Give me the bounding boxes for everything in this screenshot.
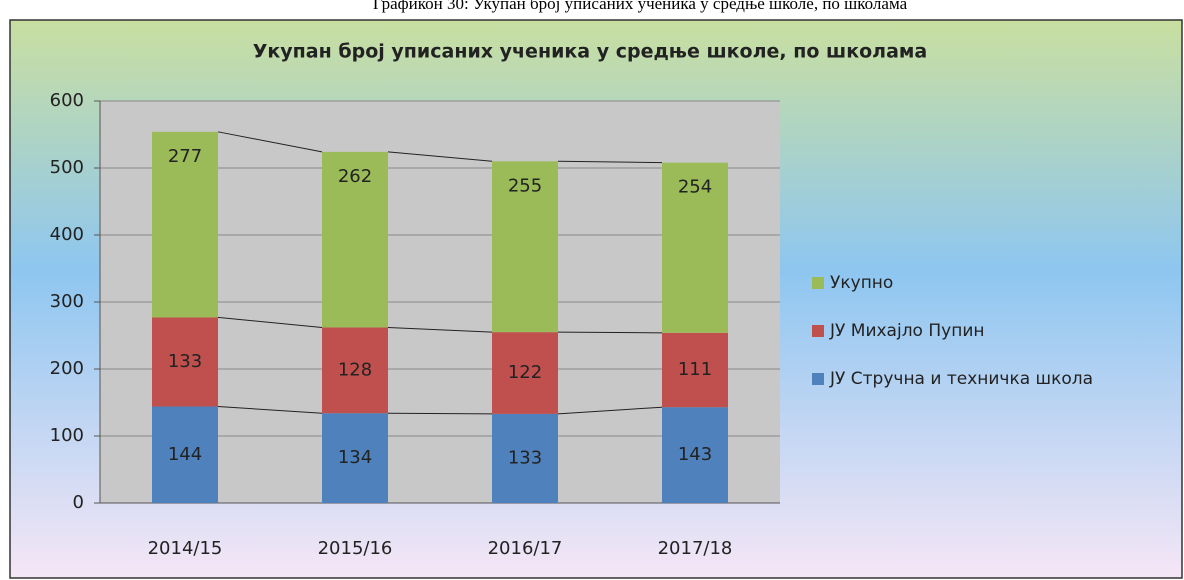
data-label: 128	[338, 359, 372, 380]
legend-label: ЈУ Михајло Пупин	[829, 321, 985, 341]
x-tick-label: 2014/15	[148, 538, 223, 559]
legend-label: Укупно	[830, 273, 893, 293]
chart-title: Укупан број уписаних ученика у средње шк…	[253, 41, 928, 63]
series-line	[387, 412, 493, 415]
bar-segment	[322, 151, 388, 328]
bar-segment	[152, 131, 218, 318]
y-tick-label: 200	[50, 358, 84, 379]
series-line	[387, 151, 493, 162]
data-label: 111	[678, 359, 712, 380]
data-label: 277	[168, 146, 202, 167]
series-line	[217, 316, 323, 328]
x-tick-label: 2017/18	[658, 538, 733, 559]
x-tick-label: 2016/17	[488, 538, 563, 559]
series-line	[557, 406, 663, 415]
y-tick-label: 500	[50, 157, 84, 178]
y-tick-label: 400	[50, 224, 84, 245]
y-tick-label: 0	[73, 492, 84, 513]
legend-label: ЈУ Стручна и техничка школа	[829, 369, 1093, 389]
series-line	[557, 160, 663, 164]
bar-segment	[322, 327, 388, 414]
bar-segment	[662, 332, 728, 408]
series-line	[557, 331, 663, 334]
y-tick-label: 300	[50, 291, 84, 312]
data-label: 255	[508, 175, 542, 196]
bar-segment	[152, 406, 218, 503]
bar-segment	[492, 413, 558, 503]
legend-swatch	[812, 325, 824, 337]
data-label: 254	[678, 177, 712, 198]
bar-segment	[492, 332, 558, 414]
data-label: 144	[168, 444, 202, 465]
data-label: 133	[508, 447, 542, 468]
series-line	[217, 131, 323, 153]
bar-segment	[322, 413, 388, 503]
x-tick-label: 2015/16	[318, 538, 393, 559]
legend-swatch	[812, 373, 824, 385]
caption: Графикон 30: Укупан број уписаних ученик…	[373, 0, 908, 13]
data-label: 122	[508, 362, 542, 383]
data-label: 134	[338, 447, 372, 468]
data-label: 262	[338, 166, 372, 187]
bar-segment	[662, 407, 728, 503]
data-label: 143	[678, 444, 712, 465]
series-line	[387, 326, 493, 333]
bar-segment	[492, 161, 558, 333]
legend-swatch	[812, 277, 824, 289]
data-label: 133	[168, 351, 202, 372]
y-tick-label: 600	[50, 90, 84, 111]
bar-segment	[662, 162, 728, 333]
y-tick-label: 100	[50, 425, 84, 446]
bar-segment	[152, 317, 218, 407]
series-line	[217, 406, 323, 414]
